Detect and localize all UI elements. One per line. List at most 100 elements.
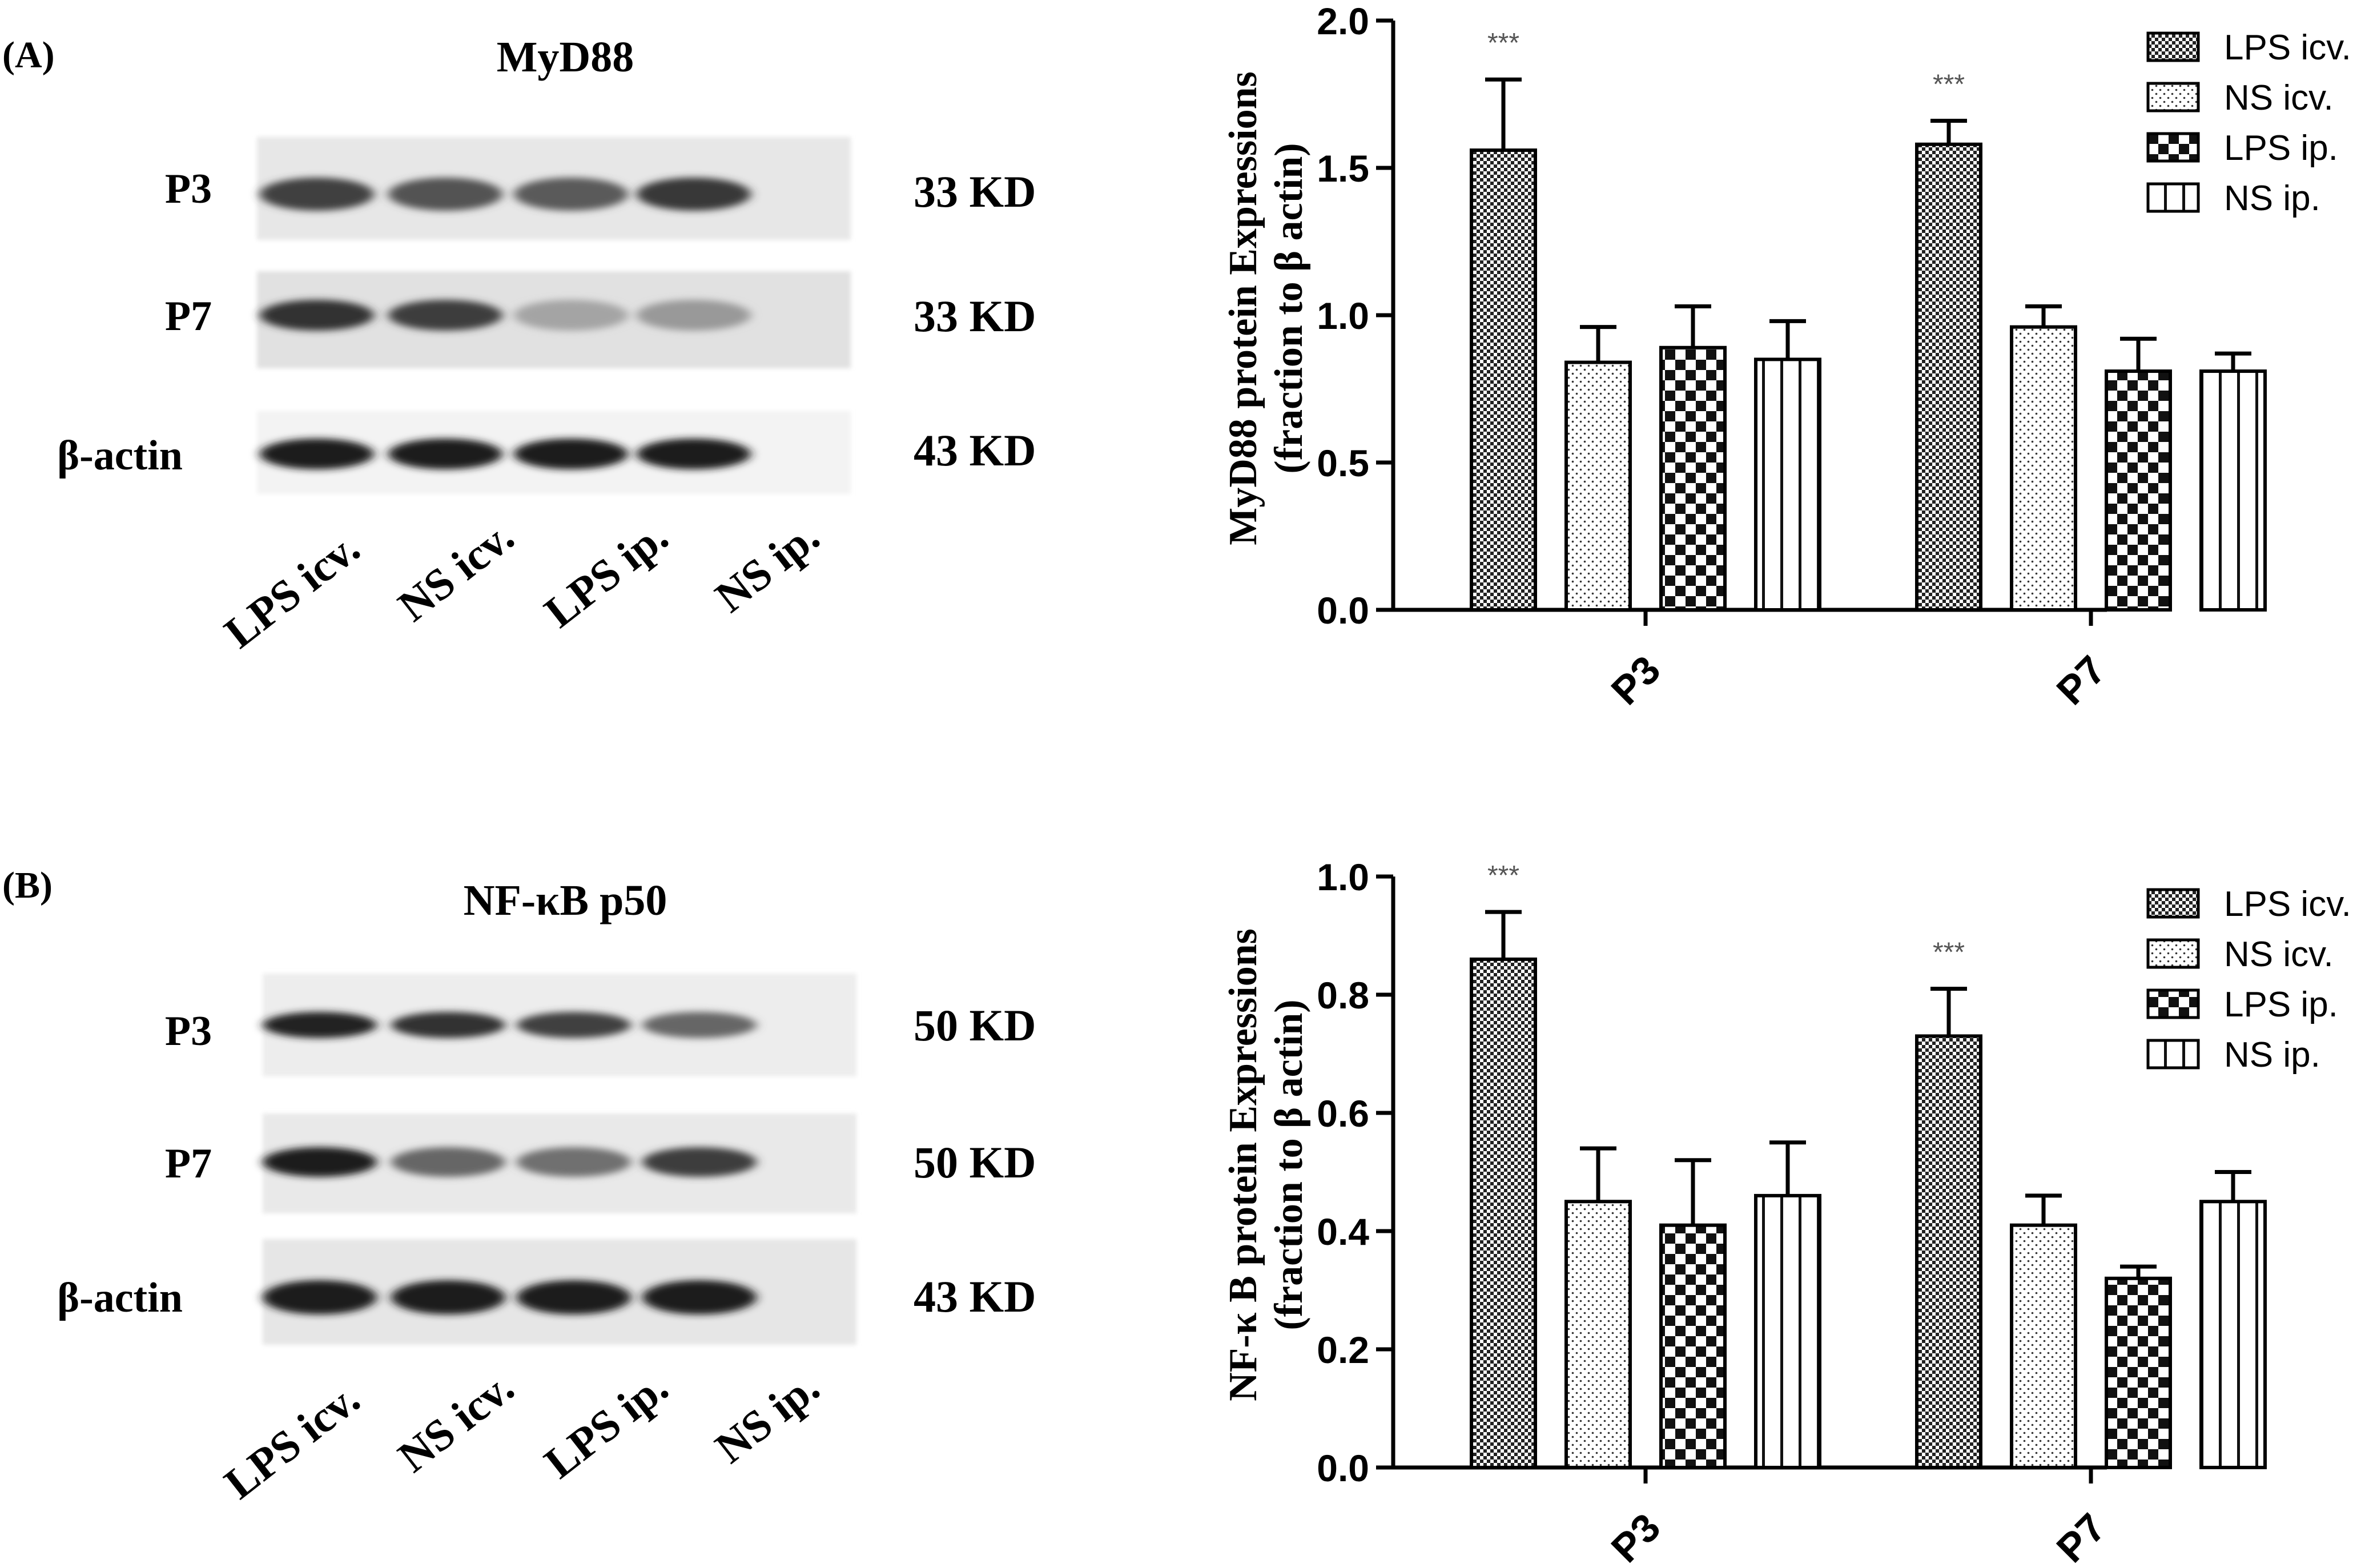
legend-swatch	[2146, 888, 2200, 919]
blot-row-b-p3: P3 50 KD	[165, 974, 1036, 1076]
y-tick-label: 1.0	[1317, 295, 1369, 337]
panel-b: (B) NF-κB p50 P3 50 KD P7 50 KD β-actin …	[2, 865, 1036, 1509]
blot-band	[642, 1012, 757, 1038]
x-category-label: P7	[2048, 1505, 2114, 1568]
blot-band	[637, 439, 751, 469]
blot-row-b-actin: β-actin 43 KD	[57, 1239, 1036, 1345]
blot-row-label: P7	[165, 293, 212, 340]
blot-row-label: β-actin	[57, 1274, 183, 1321]
legend-swatch	[2146, 988, 2200, 1019]
y-tick-label: 0.2	[1317, 1329, 1369, 1371]
blot-band	[263, 1280, 377, 1314]
blot-b: P3 50 KD P7 50 KD β-actin 43 KD LPS icv.…	[57, 974, 1036, 1509]
legend-label: LPS ip.	[2224, 128, 2338, 168]
legend-swatch	[2146, 182, 2200, 213]
legend-swatch	[2146, 132, 2200, 163]
lane-label: NS icv.	[389, 511, 523, 631]
blot-band	[388, 300, 502, 331]
bar	[1915, 142, 1982, 612]
legend-label: LPS icv.	[2224, 28, 2351, 67]
blot-band	[514, 300, 628, 331]
blot-row-label: P7	[165, 1140, 212, 1187]
bar	[2105, 369, 2172, 612]
y-tick-label: 0.5	[1317, 442, 1369, 484]
panel-a: (A) MyD88 P3 33 KD P7 33 KD β-actin 43 K…	[2, 33, 1036, 658]
bar	[1564, 360, 1632, 612]
blot-band	[637, 300, 751, 331]
blot-band	[388, 439, 502, 469]
y-tick-label: 1.0	[1317, 856, 1369, 898]
blot-row-label: β-actin	[57, 432, 183, 479]
legend: LPS icv. NS icv. LPS ip. NS ip.	[2146, 28, 2351, 218]
blot-band	[260, 300, 374, 331]
legend-swatch	[2146, 82, 2200, 112]
x-category-label: P3	[1603, 647, 1669, 713]
blot-title-myd88: MyD88	[497, 33, 634, 81]
bar	[1659, 1223, 1727, 1469]
legend-label: NS icv.	[2224, 935, 2334, 974]
blot-row-size: 43 KD	[914, 425, 1036, 475]
y-axis-title-line1: MyD88 protein Expressions	[1221, 71, 1265, 545]
panel-label-a: (A)	[2, 34, 55, 76]
blot-row-size: 50 KD	[914, 1000, 1036, 1050]
chart-nfkb: NF-κ B protein Expressions (fraction to …	[1221, 856, 2351, 1568]
lane-labels-a: LPS icv. NS icv. LPS ip. NS ip.	[215, 511, 828, 658]
x-category-label: P7	[2048, 647, 2114, 713]
bar	[1754, 1193, 1821, 1469]
y-tick-label: 0.0	[1317, 1447, 1369, 1489]
y-tick-label: 0.0	[1317, 589, 1369, 632]
blot-band	[642, 1280, 757, 1314]
y-axis-title: MyD88 protein Expressions (fraction to β…	[1221, 71, 1311, 545]
lane-label: LPS ip.	[535, 511, 677, 637]
lane-label: LPS ip.	[535, 1362, 677, 1488]
blot-row-b-p7: P7 50 KD	[165, 1113, 1036, 1213]
panel-label-b: (B)	[2, 865, 53, 906]
blot-row-a-p3: P3 33 KD	[165, 137, 1036, 240]
blot-row-label: P3	[165, 166, 212, 212]
legend-label: NS icv.	[2224, 78, 2334, 118]
blot-band	[263, 1147, 377, 1177]
y-tick-label: 0.4	[1317, 1211, 1369, 1253]
lane-label: LPS icv.	[215, 522, 369, 658]
blot-band	[391, 1012, 505, 1038]
significance-label: ***	[1933, 938, 1965, 968]
legend-label: NS ip.	[2224, 179, 2320, 218]
blot-band	[637, 178, 751, 211]
blot-row-label: P3	[165, 1008, 212, 1055]
x-category-label: P3	[1603, 1505, 1669, 1568]
lane-label: LPS icv.	[215, 1373, 369, 1509]
lane-label: NS ip.	[706, 511, 828, 622]
blot-row-a-p7: P7 33 KD	[165, 271, 1036, 368]
blot-band	[514, 178, 628, 211]
blot-band	[388, 178, 502, 211]
y-axis-title-line2: (fraction to β actin)	[1267, 999, 1311, 1330]
blot-band	[391, 1280, 505, 1314]
y-tick-label: 1.5	[1317, 147, 1369, 190]
blot-band	[517, 1012, 631, 1038]
y-axis-title: NF-κ B protein Expressions (fraction to …	[1221, 928, 1311, 1401]
significance-label: ***	[1487, 28, 1519, 58]
bar	[2105, 1276, 2172, 1470]
lane-label: NS icv.	[389, 1362, 523, 1482]
blot-band	[263, 1012, 377, 1038]
legend-swatch	[2146, 31, 2200, 62]
blot-row-size: 33 KD	[914, 167, 1036, 216]
blot-a: P3 33 KD P7 33 KD β-actin 43 KD LPS icv.…	[57, 137, 1036, 658]
bar	[1915, 1034, 1982, 1469]
y-tick-label: 2.0	[1317, 0, 1369, 42]
significance-label: ***	[1487, 861, 1519, 891]
y-axis-title-line2: (fraction to β actin)	[1267, 143, 1311, 473]
blot-row-a-actin: β-actin 43 KD	[57, 411, 1036, 494]
y-tick-label: 0.8	[1317, 974, 1369, 1016]
blot-band	[260, 178, 374, 211]
bar	[1754, 357, 1821, 612]
significance-label: ***	[1933, 69, 1965, 99]
legend-label: NS ip.	[2224, 1035, 2320, 1075]
legend-label: LPS icv.	[2224, 884, 2351, 924]
bar	[2199, 369, 2267, 612]
blot-row-size: 33 KD	[914, 291, 1036, 341]
blot-title-nfkb: NF-κB p50	[464, 877, 667, 924]
y-tick-label: 0.6	[1317, 1092, 1369, 1135]
bar	[1470, 148, 1537, 612]
